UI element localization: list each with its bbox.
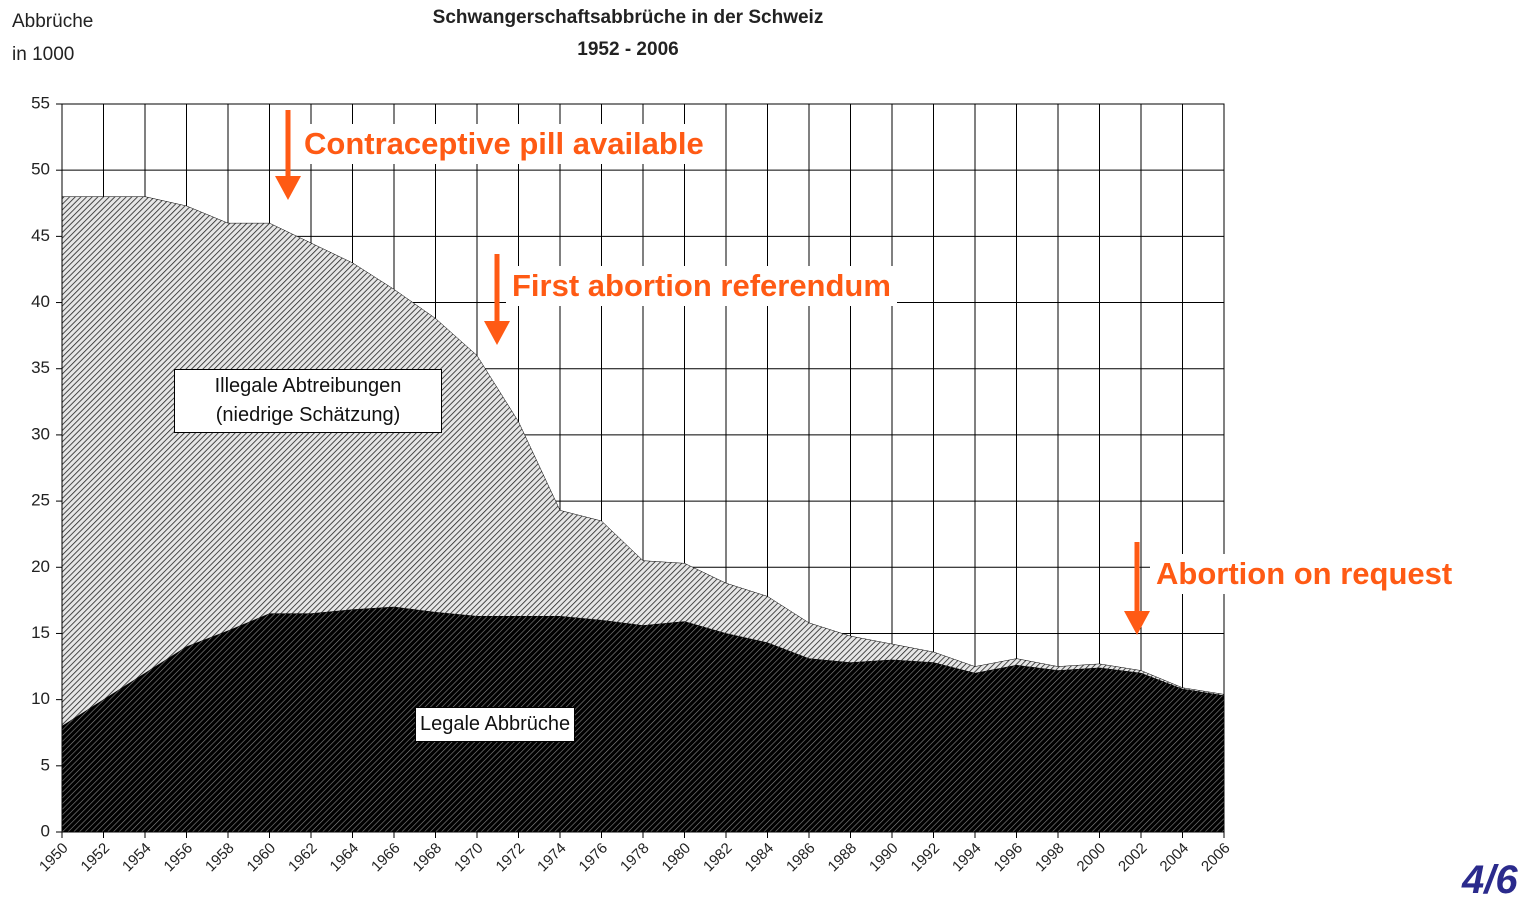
y-tick-label: 30 bbox=[31, 424, 50, 443]
x-tick-label: 1998 bbox=[1032, 840, 1068, 876]
y-tick-label: 0 bbox=[41, 821, 50, 840]
x-tick-label: 1968 bbox=[410, 840, 446, 876]
chart-title: Schwangerschaftsabbrüche in der Schweiz bbox=[433, 7, 824, 28]
x-tick-label: 1994 bbox=[949, 840, 985, 876]
y-axis-label: Abbrüche bbox=[12, 11, 93, 32]
arrow-head bbox=[1124, 611, 1150, 635]
area bbox=[61, 196, 1225, 727]
annotation: Abortion on request bbox=[1150, 554, 1459, 594]
x-tick-label: 1984 bbox=[742, 840, 778, 876]
page-number: 4/6 bbox=[1462, 858, 1518, 902]
x-tick-label: 2000 bbox=[1074, 840, 1110, 876]
y-tick-label: 20 bbox=[31, 557, 50, 576]
x-tick-label: 1986 bbox=[783, 840, 819, 876]
y-tick-label: 10 bbox=[31, 689, 50, 708]
x-tick-label: 1980 bbox=[659, 840, 695, 876]
x-tick-label: 1964 bbox=[327, 840, 363, 876]
x-tick-label: 1956 bbox=[161, 840, 197, 876]
x-tick-label: 1992 bbox=[908, 840, 944, 876]
x-tick-label: 1952 bbox=[78, 840, 114, 876]
x-tick-label: 1988 bbox=[825, 840, 861, 876]
x-tick-label: 1960 bbox=[244, 840, 280, 876]
x-tick-label: 1958 bbox=[202, 840, 238, 876]
x-tick-label: 1970 bbox=[451, 840, 487, 876]
arrow-head bbox=[484, 321, 510, 345]
x-tick-label: 1962 bbox=[285, 840, 321, 876]
x-tick-label: 2004 bbox=[1157, 840, 1193, 876]
y-axis-label: in 1000 bbox=[12, 44, 74, 65]
x-tick-label: 1982 bbox=[700, 840, 736, 876]
y-tick-label: 35 bbox=[31, 358, 50, 377]
y-tick-label: 5 bbox=[41, 755, 50, 774]
x-tick-label: 1966 bbox=[368, 840, 404, 876]
arrow-head bbox=[275, 176, 301, 200]
y-tick-label: 50 bbox=[31, 160, 50, 179]
x-tick-label: 1976 bbox=[576, 840, 612, 876]
y-tick-label: 40 bbox=[31, 292, 50, 311]
x-tick-label: 2002 bbox=[1115, 840, 1151, 876]
x-tick-label: 1978 bbox=[617, 840, 653, 876]
x-tick-label: 1954 bbox=[119, 840, 155, 876]
x-tick-label: 1996 bbox=[991, 840, 1027, 876]
chart-subtitle: 1952 - 2006 bbox=[577, 39, 678, 60]
x-tick-label: 2006 bbox=[1198, 840, 1234, 876]
x-tick-label: 1950 bbox=[36, 840, 72, 876]
x-tick-label: 1990 bbox=[866, 840, 902, 876]
x-tick-label: 1972 bbox=[493, 840, 529, 876]
series-label: Legale Abbrüche bbox=[415, 707, 576, 742]
y-tick-label: 15 bbox=[31, 623, 50, 642]
annotation: Contraceptive pill available bbox=[298, 124, 710, 164]
y-tick-label: 45 bbox=[31, 226, 50, 245]
y-tick-label: 25 bbox=[31, 491, 50, 510]
x-tick-label: 1974 bbox=[534, 840, 570, 876]
annotation: First abortion referendum bbox=[506, 266, 897, 306]
series-label: Illegale Abtreibungen (niedrige Schätzun… bbox=[174, 369, 442, 433]
y-tick-label: 55 bbox=[31, 93, 50, 112]
